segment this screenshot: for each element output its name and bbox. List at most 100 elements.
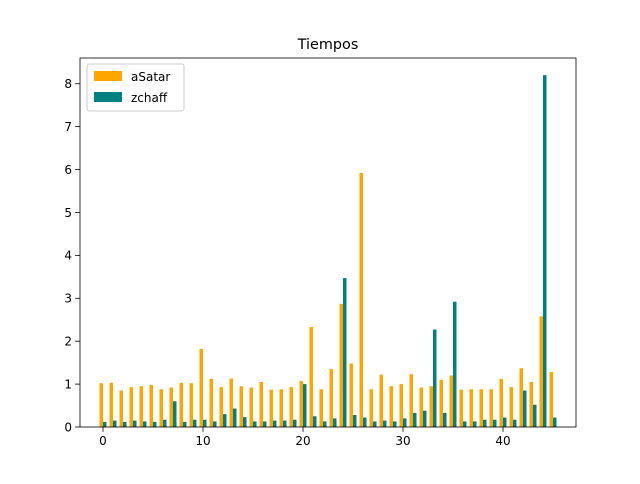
y-tick-label-6: 6 bbox=[64, 163, 72, 177]
bar-aSatar-32 bbox=[419, 387, 423, 427]
bar-aSatar-13 bbox=[229, 378, 233, 427]
bar-aSatar-0 bbox=[99, 383, 103, 427]
bar-aSatar-30 bbox=[399, 384, 403, 427]
plot-frame bbox=[79, 57, 577, 428]
bar-aSatar-28 bbox=[379, 374, 383, 427]
bar-zchaff-21 bbox=[313, 416, 317, 427]
bar-aSatar-10 bbox=[199, 348, 203, 427]
bar-aSatar-27 bbox=[369, 389, 373, 427]
bar-aSatar-37 bbox=[469, 389, 473, 427]
bar-zchaff-3 bbox=[133, 420, 137, 427]
legend-label-aSatar: aSatar bbox=[131, 70, 170, 84]
x-tick-label-40: 40 bbox=[495, 434, 510, 448]
x-tick-label-0: 0 bbox=[99, 434, 107, 448]
bar-aSatar-6 bbox=[159, 389, 163, 427]
bar-aSatar-22 bbox=[319, 389, 323, 427]
bar-zchaff-4 bbox=[143, 421, 147, 427]
x-tick-label-10: 10 bbox=[195, 434, 210, 448]
bar-aSatar-26 bbox=[359, 172, 363, 427]
bar-zchaff-11 bbox=[213, 421, 217, 427]
bar-zchaff-33 bbox=[433, 329, 437, 427]
bar-aSatar-36 bbox=[459, 389, 463, 427]
bar-aSatar-16 bbox=[259, 381, 263, 427]
bar-aSatar-29 bbox=[389, 386, 393, 427]
bar-zchaff-0 bbox=[103, 421, 107, 427]
bar-zchaff-36 bbox=[463, 421, 467, 427]
bar-aSatar-19 bbox=[289, 387, 293, 427]
bar-aSatar-35 bbox=[449, 375, 453, 427]
bar-aSatar-15 bbox=[249, 387, 253, 427]
bar-zchaff-45 bbox=[553, 417, 557, 427]
chart-title: Tiempos bbox=[297, 37, 359, 53]
bar-aSatar-21 bbox=[309, 327, 313, 427]
bar-zchaff-17 bbox=[273, 420, 277, 427]
legend-swatch-aSatar bbox=[94, 71, 122, 81]
bar-zchaff-44 bbox=[543, 75, 547, 427]
bar-aSatar-18 bbox=[279, 389, 283, 427]
bar-aSatar-45 bbox=[549, 372, 553, 427]
bar-aSatar-23 bbox=[329, 369, 333, 427]
bar-zchaff-22 bbox=[323, 421, 327, 427]
bar-aSatar-44 bbox=[539, 316, 543, 427]
bar-zchaff-38 bbox=[483, 419, 487, 427]
bar-zchaff-42 bbox=[523, 390, 527, 427]
bar-zchaff-30 bbox=[403, 418, 407, 427]
bar-zchaff-39 bbox=[493, 419, 497, 427]
bar-aSatar-41 bbox=[509, 387, 513, 427]
bar-aSatar-14 bbox=[239, 386, 243, 427]
bar-aSatar-40 bbox=[499, 378, 503, 427]
bar-zchaff-8 bbox=[183, 421, 187, 427]
bar-aSatar-5 bbox=[149, 384, 153, 427]
bar-zchaff-23 bbox=[333, 418, 337, 427]
bar-zchaff-35 bbox=[453, 301, 457, 427]
bar-zchaff-19 bbox=[293, 419, 297, 427]
bar-zchaff-2 bbox=[123, 421, 127, 427]
bar-aSatar-20 bbox=[299, 381, 303, 427]
bar-zchaff-6 bbox=[163, 419, 167, 427]
bar-zchaff-14 bbox=[243, 417, 247, 427]
bar-zchaff-25 bbox=[353, 414, 357, 427]
bar-zchaff-5 bbox=[153, 421, 157, 427]
bar-zchaff-43 bbox=[533, 404, 537, 427]
y-tick-label-5: 5 bbox=[64, 206, 72, 220]
bar-zchaff-28 bbox=[383, 420, 387, 427]
bar-aSatar-25 bbox=[349, 363, 353, 427]
bar-aSatar-12 bbox=[219, 387, 223, 427]
legend-label-zchaff: zchaff bbox=[131, 91, 168, 105]
bar-zchaff-20 bbox=[303, 384, 307, 427]
x-tick-label-20: 20 bbox=[295, 434, 310, 448]
y-tick-label-0: 0 bbox=[64, 420, 72, 434]
bar-aSatar-34 bbox=[439, 379, 443, 427]
bar-zchaff-41 bbox=[513, 419, 517, 427]
bar-zchaff-26 bbox=[363, 417, 367, 427]
bar-aSatar-8 bbox=[179, 382, 183, 427]
axes-group: 0 10 20 30 40 0 1 2 3 4 5 6 7 8 bbox=[64, 57, 577, 448]
y-tick-label-1: 1 bbox=[64, 377, 72, 391]
bar-zchaff-31 bbox=[413, 412, 417, 427]
bar-aSatar-43 bbox=[529, 381, 533, 427]
bar-aSatar-24 bbox=[339, 303, 343, 427]
bar-zchaff-1 bbox=[113, 420, 117, 427]
bar-zchaff-32 bbox=[423, 410, 427, 427]
bar-aSatar-9 bbox=[189, 383, 193, 427]
bar-aSatar-3 bbox=[129, 387, 133, 427]
bars-group bbox=[99, 75, 557, 427]
bar-aSatar-39 bbox=[489, 389, 493, 427]
y-tick-label-8: 8 bbox=[64, 77, 72, 91]
bar-aSatar-38 bbox=[479, 389, 483, 427]
y-tick-label-7: 7 bbox=[64, 120, 72, 134]
bar-aSatar-2 bbox=[119, 390, 123, 427]
bar-aSatar-11 bbox=[209, 378, 213, 427]
bar-zchaff-37 bbox=[473, 421, 477, 427]
bar-aSatar-4 bbox=[139, 386, 143, 427]
legend: aSatar zchaff bbox=[86, 63, 185, 112]
bar-zchaff-24 bbox=[343, 278, 347, 427]
y-tick-label-2: 2 bbox=[64, 334, 72, 348]
bar-zchaff-40 bbox=[503, 417, 507, 427]
bar-zchaff-10 bbox=[203, 419, 207, 427]
bar-zchaff-12 bbox=[223, 414, 227, 427]
y-tick-label-4: 4 bbox=[64, 249, 72, 263]
y-tick-label-3: 3 bbox=[64, 292, 72, 306]
bar-zchaff-34 bbox=[443, 412, 447, 427]
bar-aSatar-17 bbox=[269, 389, 273, 427]
